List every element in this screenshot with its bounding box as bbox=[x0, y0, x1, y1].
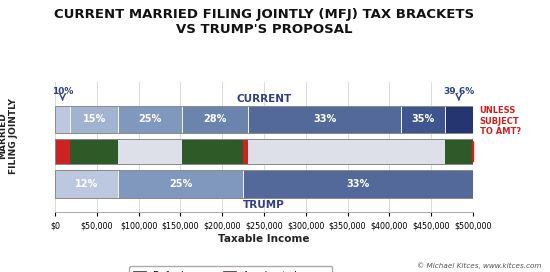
Text: TRUMP: TRUMP bbox=[243, 200, 285, 209]
Text: 25%: 25% bbox=[138, 115, 162, 124]
Bar bbox=[55, 106, 473, 133]
Text: 33%: 33% bbox=[313, 115, 336, 124]
Bar bbox=[118, 106, 182, 133]
Bar bbox=[70, 140, 118, 164]
Bar bbox=[55, 140, 473, 164]
Text: 33%: 33% bbox=[346, 179, 370, 189]
Bar bbox=[55, 171, 118, 198]
Text: 25%: 25% bbox=[169, 179, 192, 189]
Bar bbox=[118, 140, 182, 164]
Text: 15%: 15% bbox=[82, 115, 106, 124]
Bar bbox=[243, 140, 249, 164]
Text: CURRENT MARRIED FILING JOINTLY (MFJ) TAX BRACKETS
VS TRUMP'S PROPOSAL: CURRENT MARRIED FILING JOINTLY (MFJ) TAX… bbox=[54, 8, 474, 36]
Bar bbox=[182, 106, 249, 133]
Text: © Michael Kitces, www.kitces.com: © Michael Kitces, www.kitces.com bbox=[417, 262, 542, 269]
Bar bbox=[249, 140, 400, 164]
Bar bbox=[55, 171, 473, 198]
X-axis label: Taxable Income: Taxable Income bbox=[218, 234, 310, 244]
Legend: Defer Income, Accelerate Income: Defer Income, Accelerate Income bbox=[129, 266, 332, 272]
Bar bbox=[400, 106, 446, 133]
Text: MARRIED
FILING JOINTLY: MARRIED FILING JOINTLY bbox=[0, 98, 18, 174]
Text: 28%: 28% bbox=[204, 115, 227, 124]
Bar bbox=[182, 140, 243, 164]
Text: CURRENT: CURRENT bbox=[236, 94, 292, 104]
Bar bbox=[446, 140, 473, 164]
Text: 10%: 10% bbox=[52, 87, 73, 96]
Text: UNLESS
SUBJECT
TO AMT?: UNLESS SUBJECT TO AMT? bbox=[480, 106, 521, 136]
Text: 12%: 12% bbox=[75, 179, 98, 189]
Bar bbox=[55, 106, 70, 133]
Bar bbox=[243, 171, 473, 198]
Bar bbox=[400, 140, 446, 164]
Bar bbox=[118, 171, 243, 198]
Bar bbox=[249, 106, 400, 133]
Bar bbox=[55, 140, 473, 164]
Bar bbox=[446, 106, 473, 133]
Text: 35%: 35% bbox=[411, 115, 434, 124]
Bar bbox=[55, 140, 70, 164]
Bar bbox=[70, 106, 118, 133]
Text: 39.6%: 39.6% bbox=[443, 87, 475, 96]
